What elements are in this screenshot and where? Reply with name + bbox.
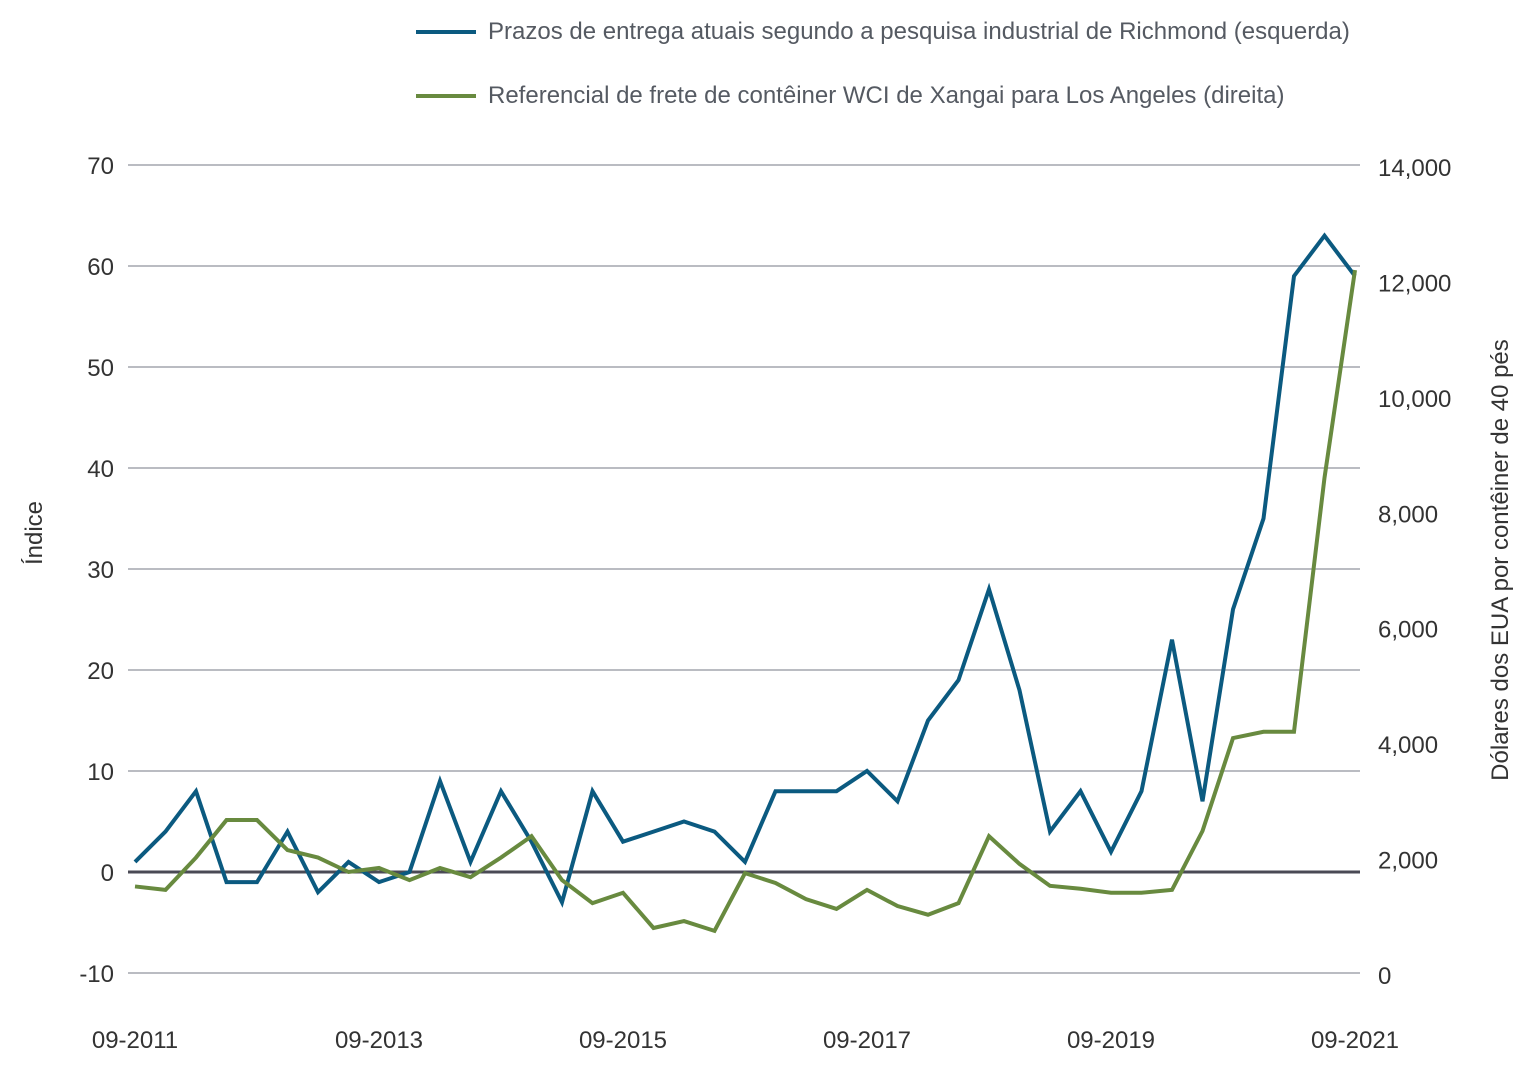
x-tick-label: 09-2015 bbox=[579, 1027, 667, 1054]
y-tick-label: 70 bbox=[87, 153, 114, 180]
y2-axis-label: Dólares dos EUA por contêiner de 40 pés bbox=[1487, 339, 1514, 781]
y-tick-label: 40 bbox=[87, 456, 114, 483]
y2-tick-label: 10,000 bbox=[1378, 386, 1451, 413]
y2-tick-label: 2,000 bbox=[1378, 848, 1438, 875]
y-tick-label: 0 bbox=[101, 860, 114, 887]
x-tick-label: 09-2019 bbox=[1067, 1027, 1155, 1054]
x-tick-label: 09-2013 bbox=[335, 1027, 423, 1054]
y2-tick-label: 0 bbox=[1378, 963, 1391, 990]
x-tick-label: 09-2017 bbox=[823, 1027, 911, 1054]
legend-item-richmond: Prazos de entrega atuais segundo a pesqu… bbox=[416, 18, 1350, 46]
legend-swatch-blue bbox=[416, 30, 476, 34]
y2-tick-label: 14,000 bbox=[1378, 155, 1451, 182]
y-tick-label: 50 bbox=[87, 355, 114, 382]
legend-item-wci: Referencial de frete de contêiner WCI de… bbox=[416, 82, 1284, 110]
legend-label: Prazos de entrega atuais segundo a pesqu… bbox=[488, 18, 1350, 45]
series-line-2 bbox=[134, 269, 1357, 934]
y-axis-label: Índice bbox=[21, 501, 48, 565]
y-tick-label: 60 bbox=[87, 254, 114, 281]
y2-tick-label: 12,000 bbox=[1378, 270, 1451, 297]
y2-tick-label: 6,000 bbox=[1378, 617, 1438, 644]
y-tick-label: -10 bbox=[79, 961, 114, 988]
legend-label: Referencial de frete de contêiner WCI de… bbox=[488, 82, 1285, 109]
x-tick-label: 09-2021 bbox=[1311, 1027, 1399, 1054]
y-tick-label: 20 bbox=[87, 658, 114, 685]
legend-swatch-green bbox=[416, 94, 476, 98]
y2-tick-label: 4,000 bbox=[1378, 732, 1438, 759]
y2-tick-label: 8,000 bbox=[1378, 501, 1438, 528]
x-tick-label: 09-2011 bbox=[92, 1027, 178, 1054]
y-tick-label: 30 bbox=[87, 557, 114, 584]
y-tick-label: 10 bbox=[87, 759, 114, 786]
